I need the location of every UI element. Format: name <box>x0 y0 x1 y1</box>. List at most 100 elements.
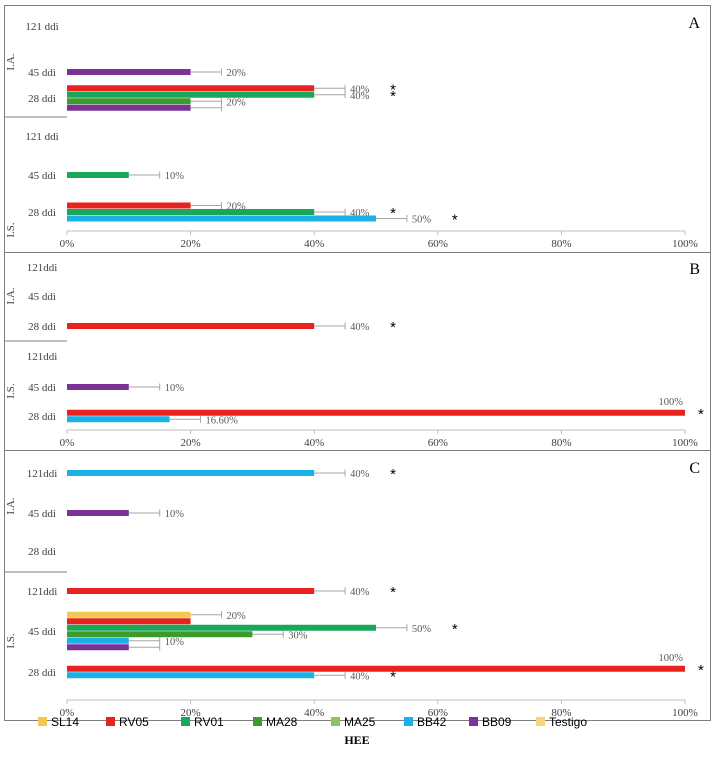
legend: SL14 RV05 RV01 MA28 MA25 BB42 BB09 Testigo <box>38 715 587 729</box>
significance-star: * <box>452 621 458 638</box>
group-label-is: I.S. <box>5 383 17 399</box>
legend-label: MA25 <box>344 715 376 729</box>
bar-ma28 <box>67 631 253 638</box>
data-label: 50% <box>412 215 432 226</box>
legend-label: RV05 <box>119 715 149 729</box>
significance-star: * <box>390 584 396 601</box>
bar-rv05 <box>67 323 315 329</box>
legend-item-sl14: SL14 <box>38 715 79 729</box>
category-label: 45 ddi <box>28 508 56 520</box>
legend-label: RV01 <box>194 715 224 729</box>
significance-star: * <box>390 88 396 105</box>
panel-c: C 0% 20% 40% 60% 80% 100% I.A. 121ddi 40% * 45 ddi 1… <box>4 450 711 721</box>
data-label: 10% <box>165 509 185 520</box>
category-label: 121ddi <box>27 468 58 480</box>
x-tick-label: 0% <box>60 707 75 719</box>
legend-item-ma28: MA28 <box>253 715 298 729</box>
x-tick-label: 100% <box>672 238 698 250</box>
category-label: 121 ddi <box>25 21 58 33</box>
legend-swatch <box>38 717 47 726</box>
category-label: 28 ddi <box>28 93 56 105</box>
bar-rv05 <box>67 202 191 209</box>
category-label: 121ddi <box>27 586 58 598</box>
bar-sl14 <box>67 611 191 618</box>
x-tick-label: 80% <box>551 707 571 719</box>
significance-star: * <box>698 406 704 423</box>
category-label: 121ddi <box>27 262 58 274</box>
bar-bb09 <box>67 384 129 390</box>
x-tick-label: 40% <box>304 707 324 719</box>
bar-bb09 <box>67 104 191 111</box>
data-label: 10% <box>165 383 185 394</box>
bar-rv05 <box>67 665 685 672</box>
bar-rv01 <box>67 172 129 178</box>
legend-item-bb09: BB09 <box>469 715 512 729</box>
category-label: 45 ddi <box>28 170 56 182</box>
category-label: 121 ddi <box>25 131 58 143</box>
x-tick-label: 60% <box>428 437 448 449</box>
bar-bb09 <box>67 69 191 75</box>
category-label: 45 ddi <box>28 67 56 79</box>
bar-bb42 <box>67 215 376 222</box>
legend-label: BB42 <box>417 715 447 729</box>
bar-rv05 <box>67 85 315 92</box>
panel-letter: B <box>689 261 700 278</box>
significance-star: * <box>698 662 704 679</box>
significance-star: * <box>452 212 458 229</box>
legend-swatch <box>536 717 545 726</box>
data-label: 16.60% <box>205 415 238 426</box>
x-axis-title: HEE <box>344 733 369 747</box>
data-label: 40% <box>350 587 370 598</box>
significance-star: * <box>390 668 396 685</box>
bar-bb42 <box>67 470 315 476</box>
significance-star: * <box>390 205 396 222</box>
panel-letter: C <box>689 460 700 477</box>
data-label: 20% <box>227 611 247 622</box>
legend-label: MA28 <box>266 715 298 729</box>
x-tick-label: 20% <box>181 437 201 449</box>
bar-rv05 <box>67 409 685 416</box>
x-tick-label: 80% <box>551 437 571 449</box>
legend-item-testigo: Testigo <box>536 715 587 729</box>
data-label: 20% <box>227 202 247 213</box>
group-label-is: I.S. <box>5 222 17 238</box>
panel-border <box>4 450 711 721</box>
significance-star: * <box>390 466 396 483</box>
data-label: 40% <box>350 671 370 682</box>
panel-a: A 0% 20% 40% 60% 80% 100% I.A. 121 ddi 45 ddi 20% 2… <box>4 5 711 253</box>
legend-swatch <box>106 717 115 726</box>
legend-item-ma25: MA25 <box>331 715 376 729</box>
bar-rv01 <box>67 91 315 98</box>
legend-swatch <box>404 717 413 726</box>
legend-label: BB09 <box>482 715 512 729</box>
category-label: 121ddi <box>27 351 58 363</box>
legend-item-rv05: RV05 <box>106 715 149 729</box>
category-label: 45 ddi <box>28 626 56 638</box>
legend-swatch <box>331 717 340 726</box>
category-label: 28 ddi <box>28 411 56 423</box>
data-label: 20% <box>227 68 247 79</box>
category-label: 45 ddi <box>28 382 56 394</box>
group-label-ia: I.A. <box>5 497 17 514</box>
legend-label: SL14 <box>51 715 79 729</box>
data-label: 40% <box>350 469 370 480</box>
x-tick-label: 80% <box>551 238 571 250</box>
legend-item-rv01: RV01 <box>181 715 224 729</box>
panel-letter: A <box>688 15 700 32</box>
x-tick-label: 0% <box>60 437 75 449</box>
data-label: 100% <box>659 653 684 664</box>
data-label: 50% <box>412 624 432 635</box>
legend-swatch <box>469 717 478 726</box>
panel-b: B 0% 20% 40% 60% 80% 100% I.A. 121ddi 45 ddi 28 dd… <box>4 252 711 451</box>
data-label: 40% <box>350 322 370 333</box>
bar-rv05 <box>67 588 315 594</box>
category-label: 45 ddi <box>28 291 56 303</box>
legend-swatch <box>181 717 190 726</box>
x-tick-label: 100% <box>672 707 698 719</box>
data-label: 40% <box>350 208 370 219</box>
bar-bb09 <box>67 644 129 651</box>
group-label-ia: I.A. <box>5 287 17 304</box>
bar-rv05 <box>67 618 191 625</box>
bar-bb42 <box>67 637 129 644</box>
data-label: 10% <box>165 171 185 182</box>
